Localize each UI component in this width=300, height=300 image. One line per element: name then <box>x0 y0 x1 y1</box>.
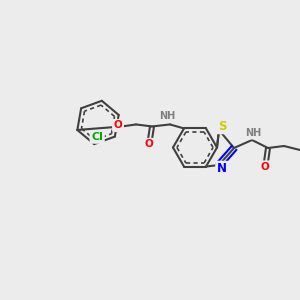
Text: O: O <box>114 120 122 130</box>
Text: S: S <box>218 119 226 133</box>
Text: NH: NH <box>245 128 261 138</box>
Text: N: N <box>217 163 227 176</box>
Text: NH: NH <box>159 111 175 122</box>
Text: Cl: Cl <box>91 132 103 142</box>
Text: O: O <box>145 140 153 149</box>
Text: O: O <box>261 162 269 172</box>
